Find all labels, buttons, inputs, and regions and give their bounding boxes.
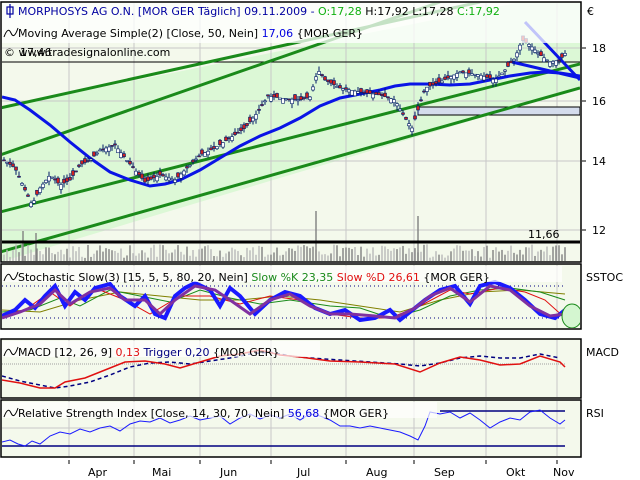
svg-text:MACD [12, 26, 9] 0,13 Trigger: MACD [12, 26, 9] 0,13 Trigger 0,20 {MOR … [18,346,279,359]
candlesticks [2,35,567,208]
candlestick-icon [6,4,14,18]
macd-value: 0,13 [116,346,141,359]
high-value: H:17,92 [365,5,408,18]
price-axis: 18 16 14 12 [582,42,606,237]
x-tick-aug: Aug [366,466,387,479]
x-tick-apr: Apr [88,466,108,479]
instrument-title: MORPHOSYS AG O.N. [MOR GER Täglich] 09.1… [18,5,318,18]
x-tick-nov: Nov [553,466,575,479]
time-axis [68,460,558,464]
chart-header: MORPHOSYS AG O.N. [MOR GER Täglich] 09.1… [6,4,594,18]
rsi-legend: Relative Strength Index [Close, 14, 30, … [3,407,604,420]
macd-label: MACD [12, 26, 9] [18,346,116,359]
overlay-value: 17,46 [20,46,52,59]
support-value-label: 11,66 [528,228,560,241]
rsi-side-label: RSI [586,407,604,420]
ma-label: Moving Average Simple(2) [Close, 50, Nei… [18,27,262,40]
x-tick-sep: Sep [434,466,455,479]
ma-value: 17,06 [262,27,294,40]
x-tick-jun: Jun [219,466,237,479]
macd-trigger: Trigger 0,20 [140,346,209,359]
indicator-wave-icon [3,346,19,357]
stoch-symbol: {MOR GER} [420,271,490,284]
open-value: O:17,28 [318,5,362,18]
x-tick-okt: Okt [506,466,526,479]
close-value: C:17,92 [457,5,500,18]
macd-legend: MACD [12, 26, 9] 0,13 Trigger 0,20 {MOR … [3,346,619,359]
x-tick-mai: Mai [152,466,171,479]
ma-symbol: {MOR GER} [293,27,363,40]
svg-text:Relative Strength Index [Close: Relative Strength Index [Close, 14, 30, … [18,407,389,420]
copyright-text: © www.tradesignalonline.com [4,46,170,59]
svg-text:Moving Average Simple(2) [Clos: Moving Average Simple(2) [Close, 50, Nei… [18,27,363,40]
rsi-panel [0,399,582,458]
macd-symbol: {MOR GER} [209,346,279,359]
stochastic-legend: Stochastic Slow(3) [15, 5, 5, 80, 20, Ne… [3,271,623,284]
moving-average-legend: Moving Average Simple(2) [Close, 50, Nei… [3,27,363,40]
low-value: L:17,28 [412,5,453,18]
indicator-wave-icon [3,407,19,418]
stoch-d-value: Slow %D 26,61 [333,271,420,284]
stochastic-panel [0,263,582,330]
macd-trigger-line [2,351,561,389]
svg-text:MORPHOSYS AG O.N. [MOR GER Tä: MORPHOSYS AG O.N. [MOR GER Täglich] 09.1… [18,5,500,18]
oversold-highlight [561,303,580,328]
currency-label: € [587,5,594,18]
rsi-label: Relative Strength Index [Close, 14, 30, … [18,407,288,420]
macd-panel [0,338,582,399]
stoch-label: Stochastic Slow(3) [15, 5, 5, 80, 20, Ne… [18,271,251,284]
trend-channel-fill [2,3,580,261]
indicator-wave-icon [3,27,19,38]
moving-average-line [2,70,580,188]
y-tick-18: 18 [592,42,606,55]
indicator-wave-icon [3,271,19,282]
stoch-k-value: Slow %K 23,35 [251,271,333,284]
x-tick-jul: Jul [296,466,310,479]
volume-bars [3,211,566,261]
y-tick-12: 12 [592,224,606,237]
macd-side-label: MACD [586,346,619,359]
stoch-side-label: SSTOC [586,271,623,284]
rsi-symbol: {MOR GER} [319,407,389,420]
svg-text:Stochastic Slow(3) [15, 5, 5,: Stochastic Slow(3) [15, 5, 5, 80, 20, Ne… [18,271,490,284]
rsi-value: 56,68 [288,407,320,420]
y-tick-16: 16 [592,95,606,108]
y-tick-14: 14 [592,155,606,168]
main-price-panel [0,1,582,263]
